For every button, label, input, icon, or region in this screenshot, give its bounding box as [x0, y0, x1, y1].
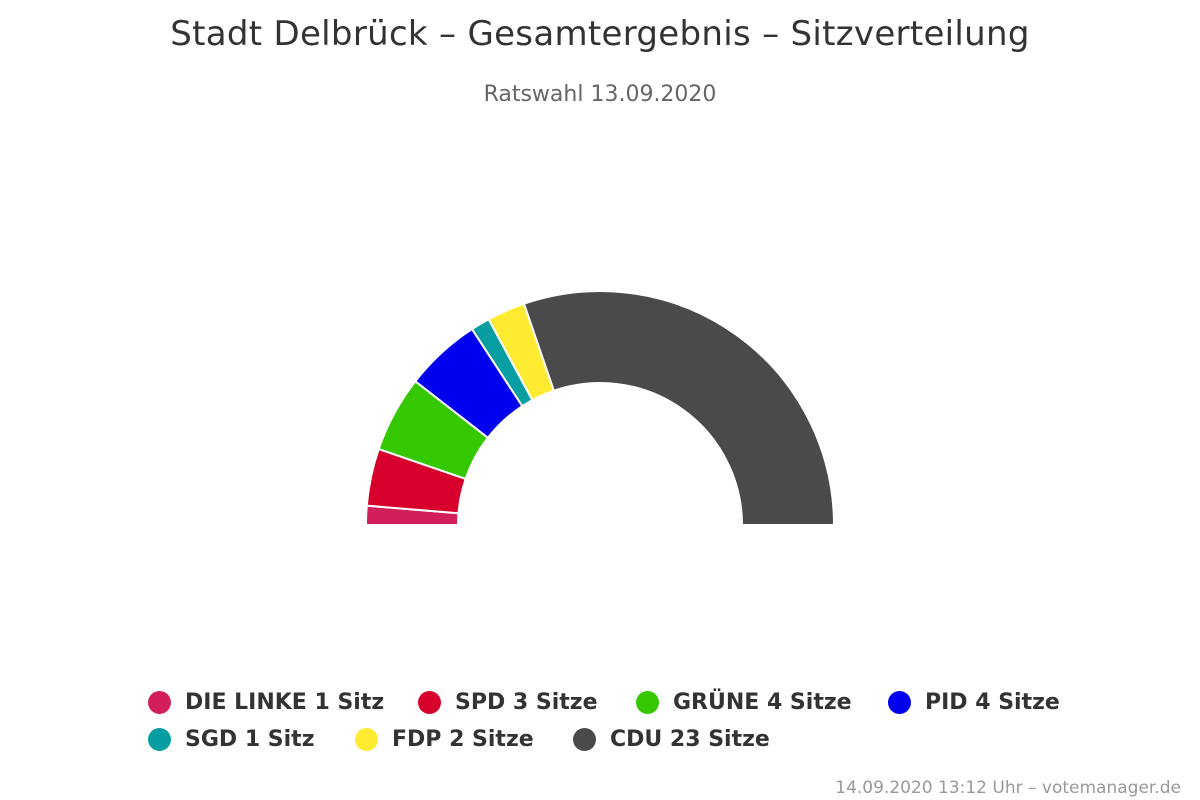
- chart-slices: [365, 290, 835, 526]
- legend-marker: [148, 727, 171, 751]
- chart-subtitle: Ratswahl 13.09.2020: [483, 82, 717, 107]
- legend-item-pid[interactable]: PID 4 Sitze: [888, 684, 1060, 720]
- legend-item-die-linke[interactable]: DIE LINKE 1 Sitz: [148, 684, 384, 720]
- legend-label: GRÜNE 4 Sitze: [673, 689, 852, 715]
- legend-marker: [418, 690, 441, 714]
- legend-item-fdp[interactable]: FDP 2 Sitze: [355, 721, 534, 757]
- legend-marker: [148, 690, 171, 714]
- chart-legend: DIE LINKE 1 Sitz SPD 3 Sitze GRÜNE 4 Sitze…: [0, 684, 1200, 764]
- legend-label: CDU 23 Sitze: [610, 726, 770, 752]
- legend-marker: [888, 690, 911, 714]
- legend-marker: [573, 727, 596, 751]
- legend-item-spd[interactable]: SPD 3 Sitze: [418, 684, 597, 720]
- legend-label: SPD 3 Sitze: [455, 689, 598, 715]
- legend-item-sgd[interactable]: SGD 1 Sitz: [148, 721, 315, 757]
- legend-item-cdu[interactable]: CDU 23 Sitze: [573, 721, 770, 757]
- legend-label: PID 4 Sitze: [925, 689, 1060, 715]
- legend-marker: [636, 690, 659, 714]
- legend-marker: [355, 727, 378, 751]
- credits-text[interactable]: 14.09.2020 13:12 Uhr – votemanager.de: [835, 778, 1181, 798]
- legend-label: DIE LINKE 1 Sitz: [185, 689, 385, 715]
- legend-label: SGD 1 Sitz: [185, 726, 315, 752]
- legend-label: FDP 2 Sitze: [392, 726, 534, 752]
- chart-title: Stadt Delbrück – Gesamtergebnis – Sitzve…: [170, 14, 1030, 54]
- slice-cdu[interactable]: [523, 290, 835, 526]
- legend-item-grüne[interactable]: GRÜNE 4 Sitze: [636, 684, 852, 720]
